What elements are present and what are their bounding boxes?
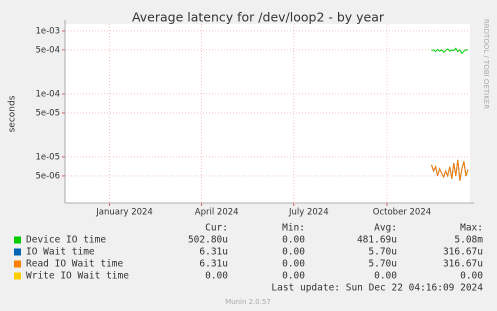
legend-value: 0.00 — [282, 271, 305, 282]
legend-value: 481.69u — [357, 235, 397, 246]
legend-swatch — [14, 260, 21, 268]
plot-area — [65, 24, 470, 203]
legend-value: 5.70u — [368, 259, 397, 270]
legend-swatch — [14, 248, 21, 256]
x-tick-label: January 2024 — [95, 208, 153, 218]
x-tick-label: April 2024 — [195, 208, 239, 218]
y-tick-label: 5e-06 — [35, 171, 60, 181]
series-line — [431, 159, 469, 181]
legend-label: Device IO time — [26, 235, 106, 246]
legend-value: 502.80u — [188, 235, 228, 246]
legend-value: 0.00 — [282, 247, 305, 258]
legend-value: 0.00 — [282, 235, 305, 246]
y-tick-label: 5e-04 — [35, 45, 60, 55]
chart-title: Average latency for /dev/loop2 - by year — [132, 10, 385, 25]
legend-value: 6.31u — [199, 247, 228, 258]
y-tick-label: 1e-05 — [35, 152, 60, 162]
legend-swatch — [14, 272, 21, 280]
legend-value: 316.67u — [443, 259, 483, 270]
legend-value: 6.31u — [199, 259, 228, 270]
legend-value: 0.00 — [460, 271, 483, 282]
y-tick-label: 5e-05 — [35, 108, 60, 118]
legend-value: 5.08m — [454, 235, 483, 246]
y-tick-label: 1e-04 — [35, 89, 60, 99]
last-update: Last update: Sun Dec 22 04:16:09 2024 — [271, 283, 483, 294]
legend-label: Read IO Wait time — [26, 259, 124, 270]
legend-value: 0.00 — [282, 259, 305, 270]
legend-header: Avg: — [374, 223, 397, 234]
legend-label: IO Wait time — [26, 247, 95, 258]
y-axis-label: seconds — [8, 95, 18, 132]
legend-header: Min: — [282, 223, 305, 234]
legend-value: 316.67u — [443, 247, 483, 258]
legend-swatch — [14, 236, 21, 244]
legend-header: Cur: — [205, 223, 228, 234]
legend-value: 0.00 — [205, 271, 228, 282]
series-line — [431, 47, 468, 55]
legend-header: Max: — [460, 223, 483, 234]
y-tick-label: 1e-03 — [35, 26, 60, 36]
legend-label: Write IO Wait time — [26, 271, 129, 282]
side-label: RRDTOOL / TOBI OETIKER — [482, 19, 490, 109]
x-tick-label: October 2024 — [373, 208, 431, 218]
footer: Munin 2.0.57 — [225, 298, 271, 306]
legend-value: 0.00 — [374, 271, 397, 282]
legend-value: 5.70u — [368, 247, 397, 258]
x-tick-label: July 2024 — [288, 208, 329, 218]
